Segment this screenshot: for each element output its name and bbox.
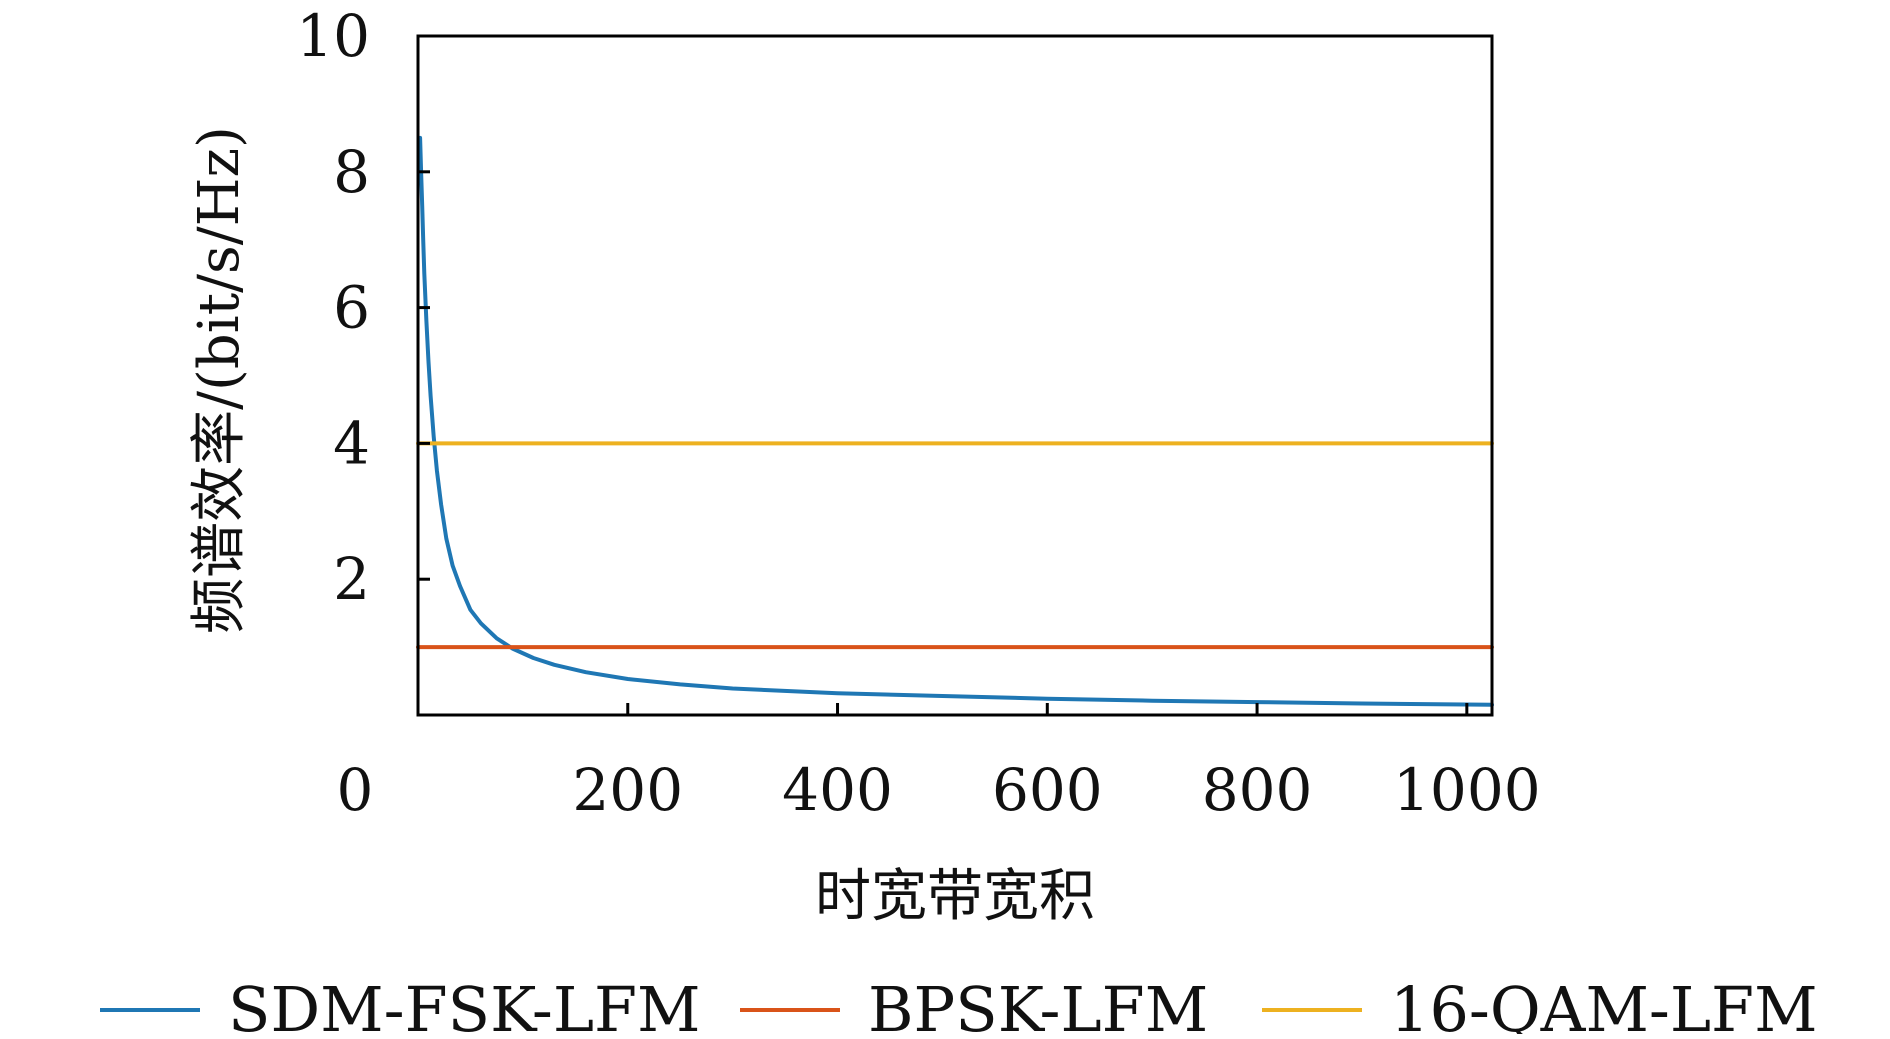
series-line-0 [418,135,1494,707]
y-tick-label: 10 [296,2,370,70]
legend-label: BPSK-LFM [868,973,1208,1034]
x-tick-label: 0 [337,756,374,824]
y-tick-label: 8 [333,138,370,206]
legend: SDM-FSK-LFM BPSK-LFM 16-QAM-LFM [100,973,1818,1039]
series-layer [416,135,1494,707]
legend-label: 16-QAM-LFM [1390,973,1818,1034]
plot-frame [416,34,1494,717]
x-axis-label: 时宽带宽积 [815,864,1095,929]
x-tick-label: 1000 [1393,756,1541,824]
tick-layer: 0 200 400 600 800 1000 2 4 6 8 10 [296,2,1540,824]
y-axis-label: 频谱效率/(bit/s/Hz) [187,126,252,634]
y-tick-label: 6 [333,274,370,342]
x-tick-label: 600 [992,756,1103,824]
y-tick-label: 2 [333,545,370,613]
x-tick-label: 800 [1202,756,1313,824]
x-tick-label: 400 [782,756,893,824]
legend-label: SDM-FSK-LFM [228,973,701,1034]
y-tick-label: 4 [333,409,370,477]
x-tick-label: 200 [572,756,683,824]
